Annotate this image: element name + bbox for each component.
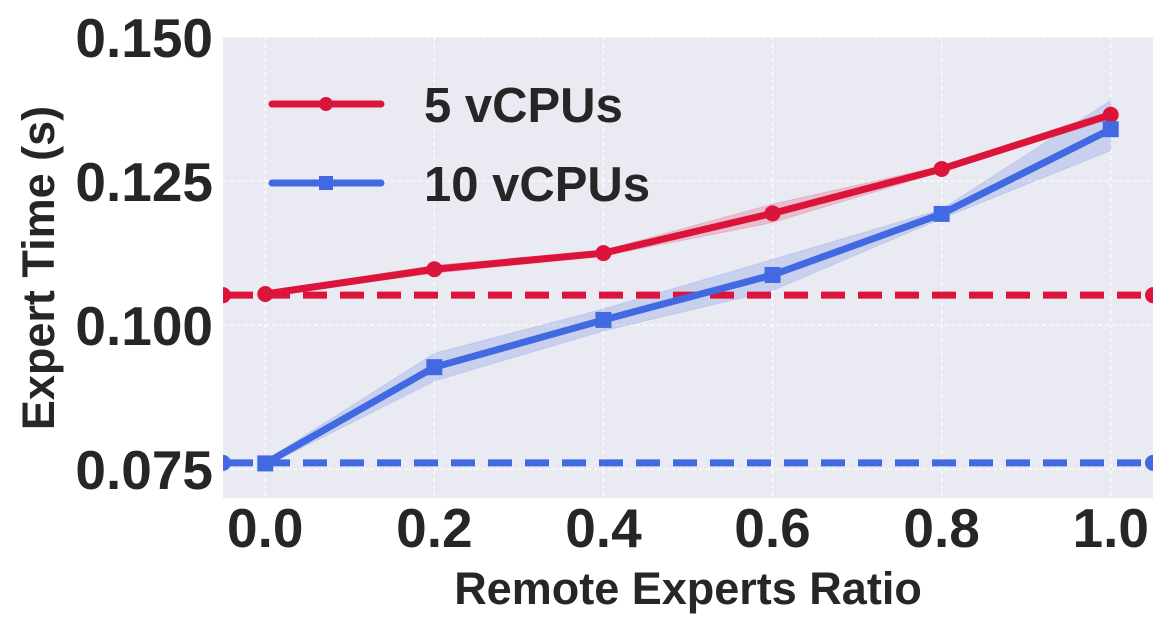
x-tick-label: 0.4 (565, 497, 642, 559)
legend-item-5-vcpus: 5 vCPUs (268, 79, 623, 133)
x-tick-label: 1.0 (1072, 497, 1148, 559)
edge-marker-icon (223, 454, 231, 471)
legend-label: 10 vCPUs (424, 158, 650, 212)
legend-label: 5 vCPUs (424, 79, 623, 133)
x-tick-label: 0.2 (396, 497, 472, 559)
series-10-vcpus (257, 121, 1119, 472)
y-tick-label: 0.100 (75, 295, 213, 357)
y-axis-label: Expert Time (s) (13, 106, 64, 430)
data-point-square-icon (764, 266, 781, 283)
y-tick-label: 0.150 (75, 7, 213, 69)
x-tick-label: 0.6 (734, 497, 810, 559)
baseline-dashed-line (223, 454, 1153, 471)
x-axis-ticks: 0.0 0.2 0.4 0.6 0.8 1.0 (227, 497, 1149, 559)
y-tick-label: 0.125 (75, 151, 213, 213)
data-point-square-icon (1102, 121, 1119, 138)
data-point-circle-icon (1102, 106, 1119, 123)
data-point-square-icon (426, 359, 443, 376)
circle-marker-icon (319, 97, 333, 111)
data-point-circle-icon (933, 160, 950, 177)
data-point-square-icon (595, 311, 612, 328)
square-marker-icon (319, 176, 333, 190)
confidence-band (264, 99, 1112, 468)
edge-marker-icon (223, 287, 231, 304)
y-axis-ticks: 0.075 0.100 0.125 0.150 (75, 7, 213, 501)
legend-item-10-vcpus: 10 vCPUs (268, 158, 650, 212)
plot-area (223, 37, 1153, 498)
data-point-square-icon (933, 205, 950, 222)
data-point-circle-icon (426, 261, 443, 278)
data-point-circle-icon (595, 245, 612, 262)
y-tick-label: 0.075 (75, 439, 213, 501)
edge-marker-icon (1145, 287, 1153, 304)
series-5-vcpus (257, 106, 1119, 303)
legend: 5 vCPUs 10 vCPUs (268, 79, 650, 212)
x-tick-label: 0.8 (903, 497, 979, 559)
data-point-circle-icon (764, 205, 781, 222)
x-axis-label: Remote Experts Ratio (454, 563, 922, 614)
data-series (257, 106, 1119, 472)
data-point-circle-icon (257, 286, 274, 303)
x-tick-label: 0.0 (227, 497, 303, 559)
data-point-square-icon (257, 455, 274, 472)
edge-marker-icon (1145, 454, 1153, 471)
